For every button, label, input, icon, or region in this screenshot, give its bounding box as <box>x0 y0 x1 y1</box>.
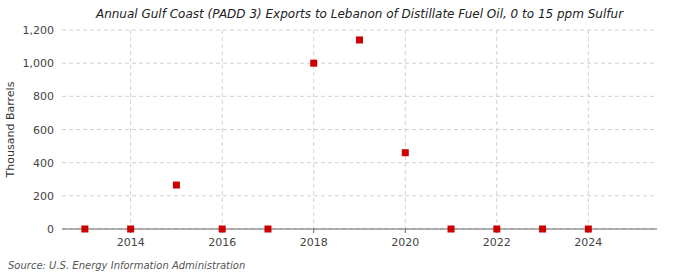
x-grid-line <box>496 30 497 229</box>
point <box>310 60 317 67</box>
y-grid-line <box>62 229 657 230</box>
point <box>356 36 363 43</box>
x-grid-line <box>405 30 406 229</box>
axes: 0 200 400 600 800 1,000 1,200 2014 2016 2018 2020 2… <box>23 24 658 249</box>
y-grid-line <box>62 195 657 196</box>
y-grid-line <box>62 30 657 31</box>
point <box>493 226 500 233</box>
point <box>127 226 134 233</box>
point <box>219 226 226 233</box>
x-tick-label: 2018 <box>300 236 328 249</box>
x-tick-label: 2014 <box>117 236 145 249</box>
x-grid-line <box>588 30 589 229</box>
source-note: Source: U.S. Energy Information Administ… <box>8 260 245 271</box>
y-tick-label: 600 <box>33 124 54 137</box>
chart-container: 0 200 400 600 800 1,000 1,200 2014 2016 2018 2020 2… <box>0 0 675 275</box>
y-tick-label: 800 <box>33 90 54 103</box>
points <box>81 36 591 232</box>
x-tick <box>405 229 406 233</box>
x-tick-label: 2020 <box>391 236 419 249</box>
x-grid-line <box>130 30 131 229</box>
y-tick-label: 200 <box>33 190 54 203</box>
point <box>585 226 592 233</box>
y-grid-line <box>62 63 657 64</box>
chart-svg: 0 200 400 600 800 1,000 1,200 2014 2016 2018 2020 2… <box>0 0 675 275</box>
x-grid-line <box>222 30 223 229</box>
grid <box>62 30 657 229</box>
y-axis-label: Thousand Barrels <box>4 81 17 178</box>
point <box>448 226 455 233</box>
title: Annual Gulf Coast (PADD 3) Exports to Le… <box>95 7 624 21</box>
x-tick-label: 2024 <box>574 236 602 249</box>
y-tick-label: 1,000 <box>23 57 55 70</box>
y-tick-label: 0 <box>47 223 54 236</box>
y-tick-label: 1,200 <box>23 24 55 37</box>
point <box>402 149 409 156</box>
point <box>539 226 546 233</box>
x-tick-label: 2022 <box>483 236 511 249</box>
x-tick-label: 2016 <box>208 236 236 249</box>
x-tick <box>313 229 314 233</box>
y-tick-label: 400 <box>33 157 54 170</box>
point <box>264 226 271 233</box>
point <box>173 182 180 189</box>
x-axis-line <box>62 229 657 230</box>
y-grid-line <box>62 129 657 130</box>
y-grid-line <box>62 162 657 163</box>
y-grid-line <box>62 96 657 97</box>
point <box>81 226 88 233</box>
